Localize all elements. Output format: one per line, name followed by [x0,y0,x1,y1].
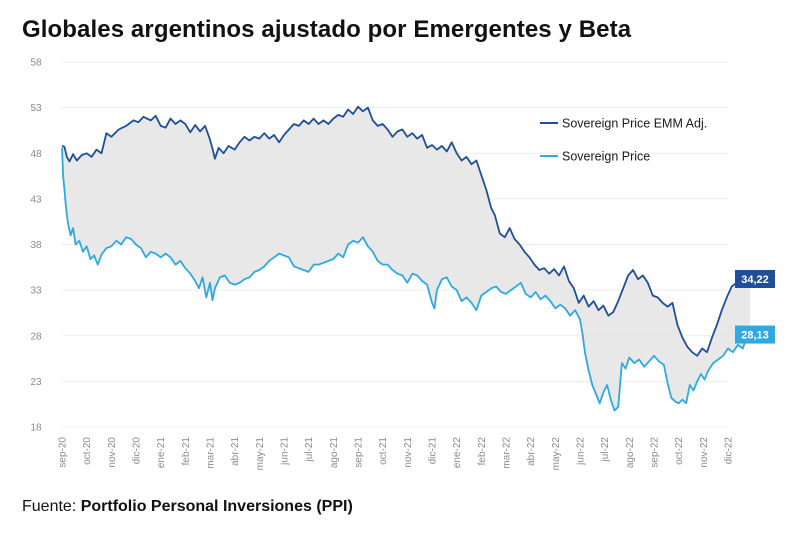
x-tick-label: sep-20 [58,437,69,468]
y-axis-labels: 18 23 28 33 38 43 48 53 58 [30,58,42,434]
footer-source: Portfolio Personal Inversiones (PPI) [80,498,353,515]
x-tick-label: oct-20 [82,437,93,465]
y-tick-label: 58 [30,58,42,69]
x-tick-label: feb-21 [181,437,192,466]
x-tick-label: nov-22 [699,437,710,468]
x-tick-label: abr-21 [230,437,241,466]
x-tick-label: dic-21 [428,437,439,465]
spread-fill [62,106,751,411]
x-tick-label: oct-22 [674,437,685,465]
x-tick-label: mar-21 [206,437,217,469]
x-tick-label: dic-20 [132,437,143,465]
series-line-emm-adj [61,105,751,357]
series-lines [61,105,751,412]
legend-label: Sovereign Price EMM Adj. [562,117,707,131]
x-tick-label: may-21 [255,437,266,471]
y-tick-label: 48 [30,149,42,160]
x-tick-label: nov-21 [403,437,414,468]
end-label-box [735,325,775,344]
x-tick-label: jul-22 [600,437,611,463]
chart-title: Globales argentinos ajustado por Emergen… [22,16,632,43]
x-tick-label: dic-22 [724,437,735,465]
end-value-labels: 34,22 28,13 [735,269,775,344]
end-label-value: 28,13 [741,330,769,342]
x-tick-label: ago-21 [329,437,340,469]
x-tick-label: jun-22 [576,437,587,466]
x-tick-label: ene-22 [452,437,463,469]
series-line-sovereign-price [61,147,751,412]
y-tick-label: 18 [30,423,42,434]
y-tick-label: 33 [30,286,42,297]
x-axis-labels: sep-20 oct-20 nov-20 dic-20 ene-21 feb-21 mar-… [58,437,735,471]
y-tick-label: 53 [30,103,42,114]
x-tick-label: nov-20 [107,437,118,468]
x-tick-label: abr-22 [526,437,537,466]
y-tick-label: 38 [30,240,42,251]
footer-prefix: Fuente: [22,498,81,515]
x-tick-label: may-22 [551,437,562,471]
legend: Sovereign Price EMM Adj. Sovereign Price [540,117,707,164]
x-tick-label: oct-21 [378,437,389,465]
y-tick-label: 28 [30,331,42,342]
source-footer: Fuente: Portfolio Personal Inversiones (… [22,498,353,516]
x-tick-label: sep-21 [354,437,365,468]
x-tick-label: mar-22 [502,437,513,469]
legend-label: Sovereign Price [562,150,650,164]
x-tick-label: jul-21 [304,437,315,463]
x-tick-label: sep-22 [650,437,661,468]
y-tick-label: 43 [30,194,42,205]
x-tick-label: ago-22 [625,437,636,469]
end-label-value: 34,22 [741,274,769,286]
end-label-box [735,269,775,288]
x-tick-label: jun-21 [280,437,291,466]
x-tick-label: feb-22 [477,437,488,466]
y-tick-label: 23 [30,377,42,388]
x-tick-label: ene-21 [156,437,167,469]
